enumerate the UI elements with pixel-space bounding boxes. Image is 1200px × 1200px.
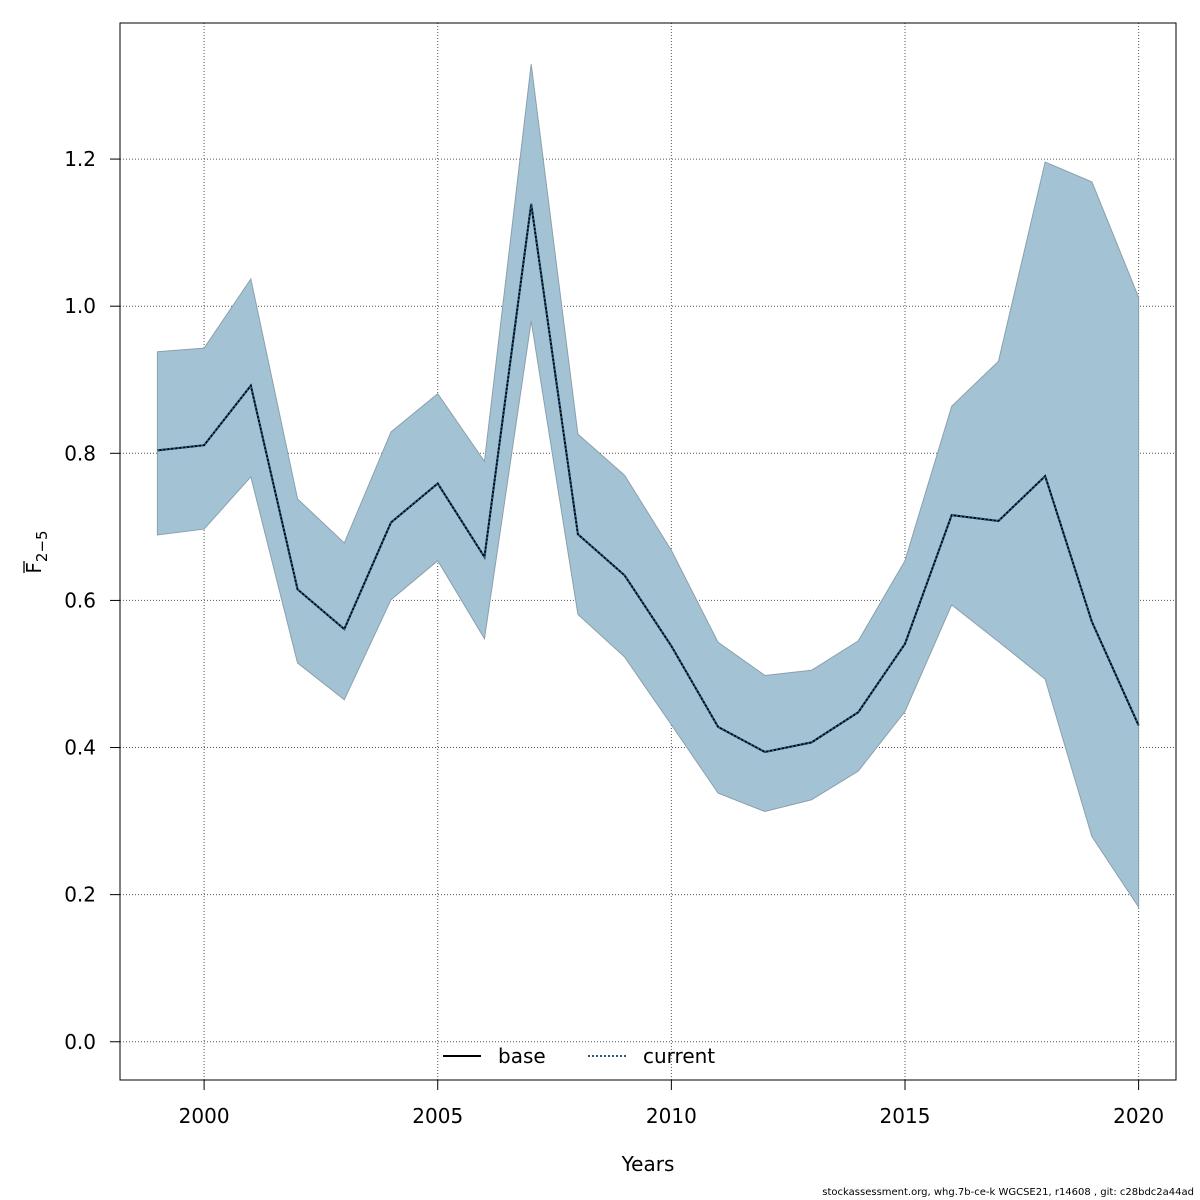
x-tick-label: 2010 [646,1104,697,1128]
confidence-band [156,64,1140,909]
plot-frame [119,22,1177,1081]
y-tick-label: 0.8 [64,441,96,465]
x-axis-title: Years [621,1152,675,1176]
svg-text:F2−5: F2−5 [22,530,51,573]
x-tick-label: 2015 [880,1104,931,1128]
x-tick-label: 2020 [1113,1104,1164,1128]
y-tick-label: 1.0 [64,294,96,318]
y-tick-label: 0.0 [64,1030,96,1054]
confidence-band-layer [156,64,1140,909]
legend-label-base: base [498,1044,546,1068]
x-tick-label: 2000 [179,1104,230,1128]
series-layer [157,203,1140,753]
footer-credit: stockassessment.org, whg.7b-ce-k WGCSE21… [822,1187,1194,1198]
y-axis: 0.0 0.2 0.4 0.6 0.8 1.0 1.2 [64,147,120,1054]
legend-label-current: current [643,1044,715,1068]
x-tick-label: 2005 [412,1104,463,1128]
y-axis-title-main: F [22,562,46,574]
y-axis-title-subscript: 2−5 [33,530,51,562]
series-line-base [157,203,1140,753]
y-tick-label: 0.4 [64,736,96,760]
legend: base current [443,1044,715,1068]
y-tick-label: 1.2 [64,147,96,171]
x-axis: 2000 2005 2010 2015 2020 [179,1080,1164,1128]
y-tick-label: 0.2 [64,883,96,907]
y-tick-label: 0.6 [64,588,96,612]
y-axis-title: F2−5 [22,530,51,573]
